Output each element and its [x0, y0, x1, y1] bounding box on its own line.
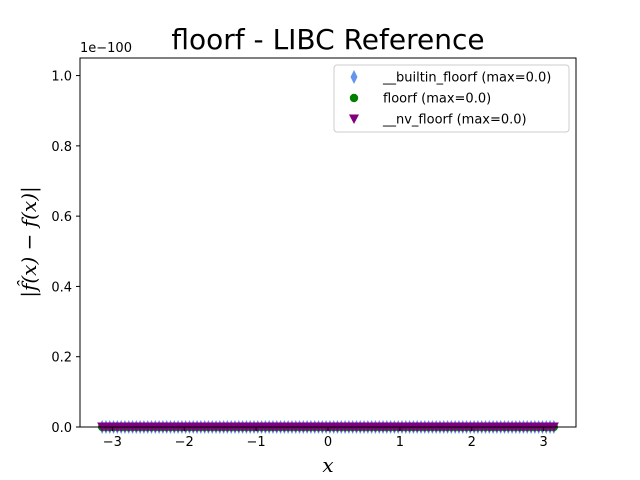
legend: __builtin_floorf (max=0.0) floorf (max=0.…: [333, 64, 570, 133]
y-offset-text: 1e−100: [80, 41, 132, 56]
legend-item: __nv_floorf (max=0.0): [349, 113, 527, 128]
legend-marker: [350, 70, 358, 84]
x-tick-label: 3: [540, 435, 548, 450]
x-tick-label: −2: [175, 435, 194, 450]
legend-marker: [349, 93, 359, 103]
legend-marker: [349, 114, 359, 124]
x-tick-label: −1: [247, 435, 266, 450]
x-tick-label: 0: [324, 435, 332, 450]
chart-title: floorf - LIBC Reference: [171, 23, 484, 56]
y-axis-label: |f̂(x) − f(x)|: [17, 186, 42, 298]
legend-label: __nv_floorf (max=0.0): [382, 113, 527, 128]
x-tick-label: 2: [468, 435, 476, 450]
legend-item: __builtin_floorf (max=0.0): [350, 70, 551, 86]
y-tick-label: 0.6: [51, 210, 72, 225]
y-tick-label: 0.4: [51, 280, 72, 295]
x-tick-label: −3: [103, 435, 122, 450]
y-tick-label: 1.0: [51, 70, 72, 85]
y-tick-label: 0.2: [51, 351, 72, 366]
legend-frame: [333, 64, 570, 133]
y-axis: 0.0 0.2 0.4 0.6 0.8 1.0: [51, 70, 80, 436]
y-tick-label: 0.0: [51, 421, 72, 436]
legend-item: floorf (max=0.0): [349, 92, 491, 107]
x-axis-label: x: [322, 453, 333, 477]
y-tick-label: 0.8: [51, 140, 72, 155]
legend-label: __builtin_floorf (max=0.0): [382, 71, 551, 86]
legend-label: floorf (max=0.0): [383, 92, 491, 107]
x-tick-label: 1: [396, 435, 404, 450]
x-axis: −3 −2 −1 0 1 2 3: [103, 427, 548, 450]
